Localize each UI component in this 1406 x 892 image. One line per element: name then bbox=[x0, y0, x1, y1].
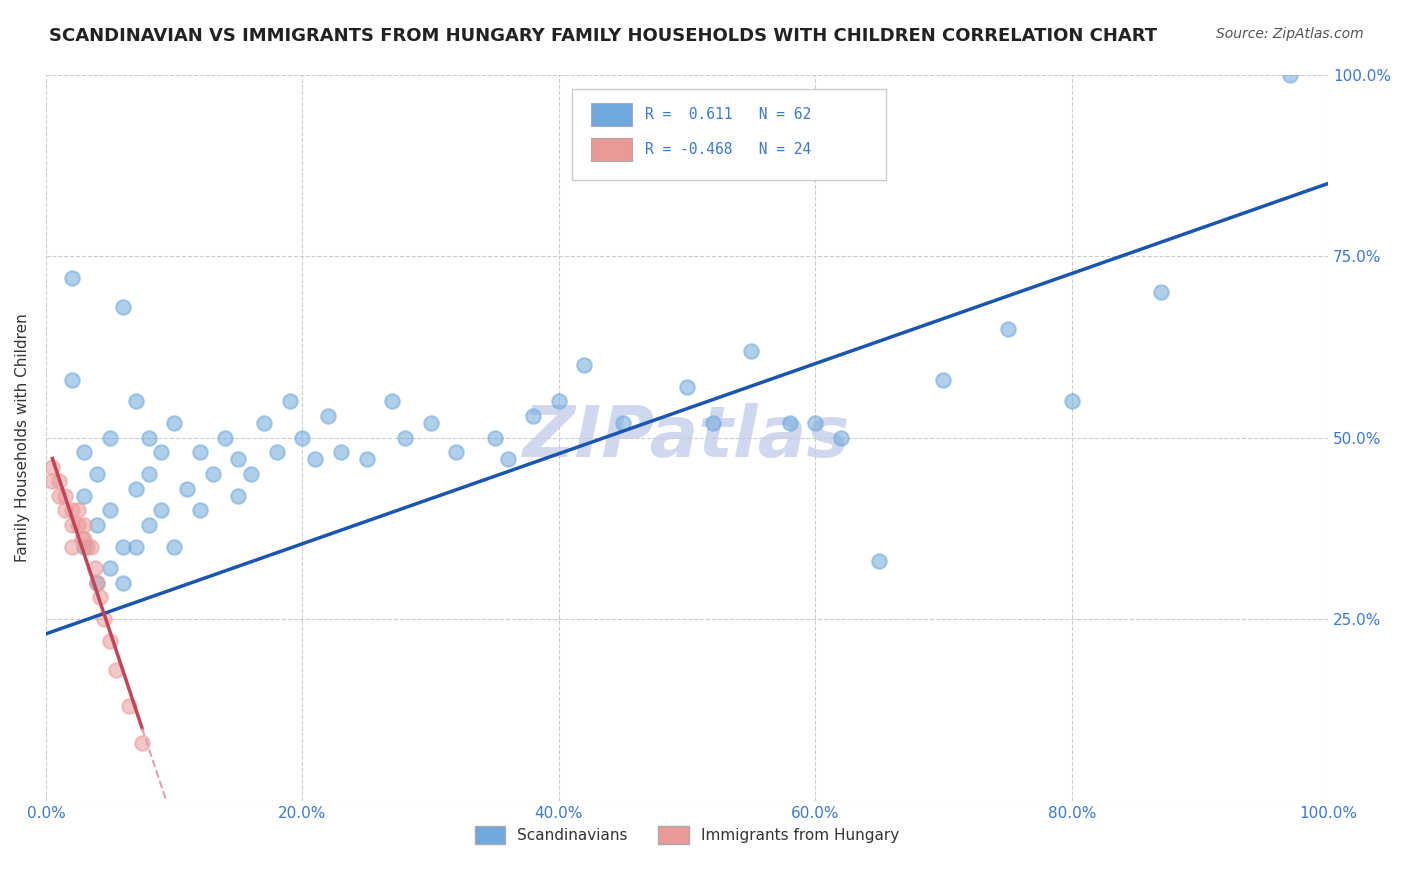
Point bbox=[381, 394, 404, 409]
Point bbox=[60, 271, 83, 285]
Point bbox=[73, 540, 96, 554]
Point bbox=[446, 445, 468, 459]
Point bbox=[253, 416, 276, 430]
Point bbox=[138, 467, 160, 481]
Text: SCANDINAVIAN VS IMMIGRANTS FROM HUNGARY FAMILY HOUSEHOLDS WITH CHILDREN CORRELAT: SCANDINAVIAN VS IMMIGRANTS FROM HUNGARY … bbox=[49, 27, 1157, 45]
Legend: Scandinavians, Immigrants from Hungary: Scandinavians, Immigrants from Hungary bbox=[475, 827, 900, 844]
Point bbox=[86, 576, 108, 591]
Point bbox=[496, 452, 519, 467]
Point bbox=[329, 445, 352, 459]
Point bbox=[86, 517, 108, 532]
Point bbox=[226, 489, 249, 503]
Point bbox=[111, 576, 134, 591]
Point bbox=[70, 533, 93, 547]
Point bbox=[98, 431, 121, 445]
Point bbox=[53, 503, 76, 517]
Point bbox=[41, 459, 63, 474]
Point bbox=[111, 540, 134, 554]
Point bbox=[522, 409, 544, 423]
Point bbox=[278, 394, 301, 409]
Point bbox=[118, 699, 141, 714]
Point bbox=[66, 503, 89, 517]
Point bbox=[125, 482, 148, 496]
FancyBboxPatch shape bbox=[572, 89, 886, 180]
FancyBboxPatch shape bbox=[591, 103, 631, 126]
Point bbox=[574, 358, 596, 372]
Point bbox=[86, 576, 108, 591]
Point bbox=[60, 503, 83, 517]
Point bbox=[163, 540, 186, 554]
Point bbox=[73, 533, 96, 547]
Point bbox=[830, 431, 852, 445]
Point bbox=[304, 452, 326, 467]
Point bbox=[98, 503, 121, 517]
Point bbox=[131, 736, 153, 750]
Point bbox=[868, 554, 890, 568]
Point bbox=[73, 445, 96, 459]
Point bbox=[60, 540, 83, 554]
Point bbox=[188, 503, 211, 517]
Point bbox=[484, 431, 506, 445]
Point bbox=[73, 489, 96, 503]
Point bbox=[80, 540, 103, 554]
Point bbox=[105, 663, 128, 677]
Point bbox=[214, 431, 236, 445]
Point bbox=[66, 517, 89, 532]
Point bbox=[394, 431, 416, 445]
Text: ZIPatlas: ZIPatlas bbox=[523, 403, 851, 472]
Point bbox=[419, 416, 441, 430]
Point bbox=[60, 373, 83, 387]
Point bbox=[676, 380, 699, 394]
Point bbox=[702, 416, 724, 430]
Point bbox=[804, 416, 827, 430]
Point bbox=[1060, 394, 1083, 409]
Point bbox=[60, 517, 83, 532]
Point bbox=[779, 416, 801, 430]
Point bbox=[48, 475, 70, 489]
Point bbox=[83, 561, 105, 575]
Point bbox=[98, 634, 121, 648]
Point bbox=[150, 445, 173, 459]
Point bbox=[89, 591, 111, 605]
Point bbox=[98, 561, 121, 575]
Point bbox=[932, 373, 955, 387]
Point bbox=[226, 452, 249, 467]
Point bbox=[612, 416, 634, 430]
Point bbox=[240, 467, 263, 481]
Text: Source: ZipAtlas.com: Source: ZipAtlas.com bbox=[1216, 27, 1364, 41]
Point bbox=[316, 409, 339, 423]
Text: R =  0.611   N = 62: R = 0.611 N = 62 bbox=[645, 107, 811, 122]
Point bbox=[356, 452, 378, 467]
Point bbox=[1278, 68, 1301, 82]
Point bbox=[73, 517, 96, 532]
Point bbox=[76, 540, 98, 554]
Point bbox=[125, 394, 148, 409]
Point bbox=[1150, 285, 1173, 300]
Point bbox=[111, 300, 134, 314]
Y-axis label: Family Households with Children: Family Households with Children bbox=[15, 313, 30, 562]
Point bbox=[138, 431, 160, 445]
Point bbox=[150, 503, 173, 517]
Point bbox=[266, 445, 288, 459]
Point bbox=[291, 431, 314, 445]
FancyBboxPatch shape bbox=[591, 137, 631, 161]
Point bbox=[163, 416, 186, 430]
Text: R = -0.468   N = 24: R = -0.468 N = 24 bbox=[645, 142, 811, 157]
Point bbox=[188, 445, 211, 459]
Point bbox=[740, 343, 762, 358]
Point bbox=[53, 489, 76, 503]
Point bbox=[93, 612, 115, 626]
Point bbox=[547, 394, 569, 409]
Point bbox=[176, 482, 198, 496]
Point bbox=[138, 517, 160, 532]
Point bbox=[125, 540, 148, 554]
Point bbox=[997, 322, 1019, 336]
Point bbox=[201, 467, 224, 481]
Point bbox=[86, 467, 108, 481]
Point bbox=[48, 489, 70, 503]
Point bbox=[41, 475, 63, 489]
